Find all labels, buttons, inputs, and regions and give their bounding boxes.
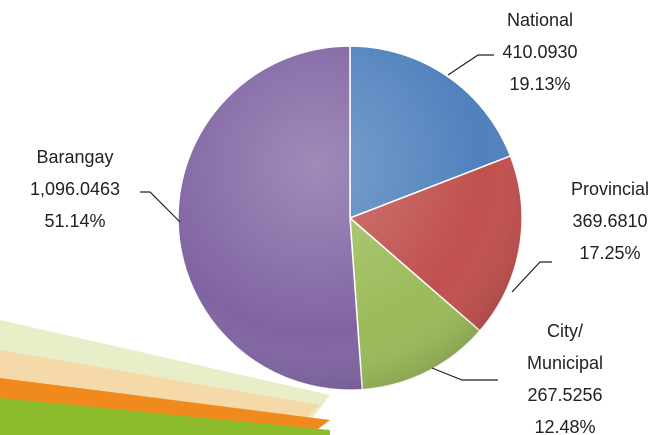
label-percent: 51.14% bbox=[44, 211, 106, 231]
label-category: City/ Municipal bbox=[526, 321, 604, 373]
data-label: Provincial 369.6810 17.25% bbox=[571, 173, 649, 269]
label-percent: 19.13% bbox=[509, 74, 571, 94]
data-label: National 410.0930 19.13% bbox=[502, 4, 577, 100]
label-value: 1,096.0463 bbox=[29, 179, 121, 199]
label-percent: 12.48% bbox=[534, 417, 596, 435]
label-value: 410.0930 bbox=[502, 42, 578, 62]
label-category: Barangay bbox=[36, 147, 114, 167]
leader-lines bbox=[140, 54, 552, 381]
data-label: Barangay 1,096.0463 51.14% bbox=[30, 141, 120, 237]
label-percent: 17.25% bbox=[579, 243, 641, 263]
label-value: 267.5256 bbox=[527, 385, 603, 405]
label-category: National bbox=[506, 10, 574, 30]
label-value: 369.6810 bbox=[572, 211, 648, 231]
decoration bbox=[0, 320, 330, 435]
label-category: Provincial bbox=[570, 179, 650, 199]
data-label: City/ Municipal 267.5256 12.48% bbox=[510, 315, 620, 435]
pie-slice bbox=[177, 45, 364, 391]
